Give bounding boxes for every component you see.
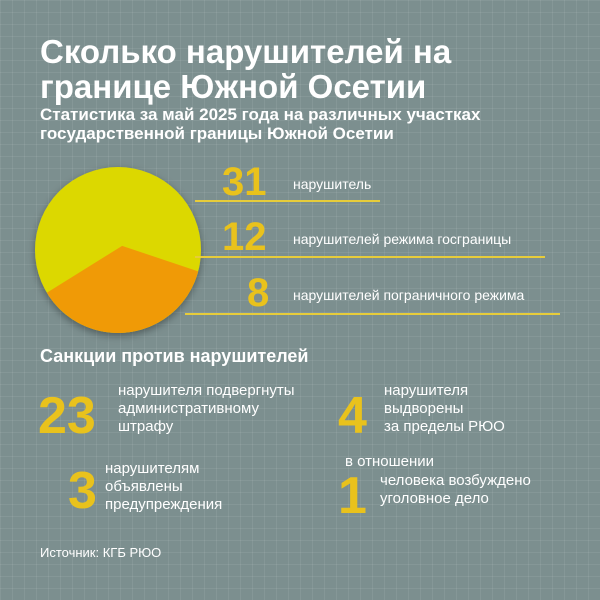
sanctions-heading: Санкции против нарушителей bbox=[40, 346, 309, 366]
sanction-number: 1 bbox=[338, 467, 367, 525]
sanction-text-line: за пределы РЮО bbox=[384, 418, 505, 435]
sanction-text-line: предупреждения bbox=[105, 496, 223, 513]
row-value-border: 8 bbox=[247, 271, 269, 315]
sanction-text: нарушителям объявлены предупреждения bbox=[105, 460, 222, 514]
row-label-border: нарушителей пограничного режима bbox=[293, 287, 525, 303]
source-note: Источник: КГБ РЮО bbox=[40, 545, 162, 560]
sanction-text-line: выдворены bbox=[384, 400, 464, 417]
sanction-text: человека возбуждено уголовное дело bbox=[380, 472, 531, 508]
row-value-total: 31 bbox=[222, 160, 267, 204]
sanction-text: нарушителя выдворены за пределы РЮО bbox=[384, 382, 505, 436]
chart-rows: 31 нарушитель 12 нарушителей режима госгран… bbox=[185, 160, 560, 315]
sanction-text-line: уголовное дело bbox=[380, 490, 489, 507]
sanction-prefix: в отношении bbox=[345, 453, 435, 470]
row-label-total: нарушитель bbox=[293, 176, 371, 192]
sanction-text-line: человека возбуждено bbox=[380, 472, 531, 489]
pie-chart bbox=[35, 167, 201, 333]
sanction-number: 23 bbox=[38, 387, 96, 445]
page-title: Сколько нарушителей на границе Южной Осе… bbox=[40, 33, 452, 105]
sanction-text-line: нарушителям bbox=[105, 460, 200, 477]
row-value-regime: 12 bbox=[222, 215, 267, 259]
sanction-number: 4 bbox=[338, 387, 367, 445]
row-label-regime: нарушителей режима госграницы bbox=[293, 231, 511, 247]
sanction-text-line: нарушителя bbox=[384, 382, 469, 399]
page-subtitle: Статистика за май 2025 года на различных… bbox=[40, 105, 481, 143]
sanction-text-line: объявлены bbox=[105, 478, 183, 495]
sanction-text-line: штрафу bbox=[118, 418, 174, 435]
sanction-text: нарушителя подвергнуты административному… bbox=[118, 382, 295, 436]
sanction-number: 3 bbox=[68, 462, 97, 520]
sanction-text-line: административному bbox=[118, 400, 259, 417]
sanction-text-line: нарушителя подвергнуты bbox=[118, 382, 295, 399]
pie-slice-border bbox=[46, 245, 199, 333]
